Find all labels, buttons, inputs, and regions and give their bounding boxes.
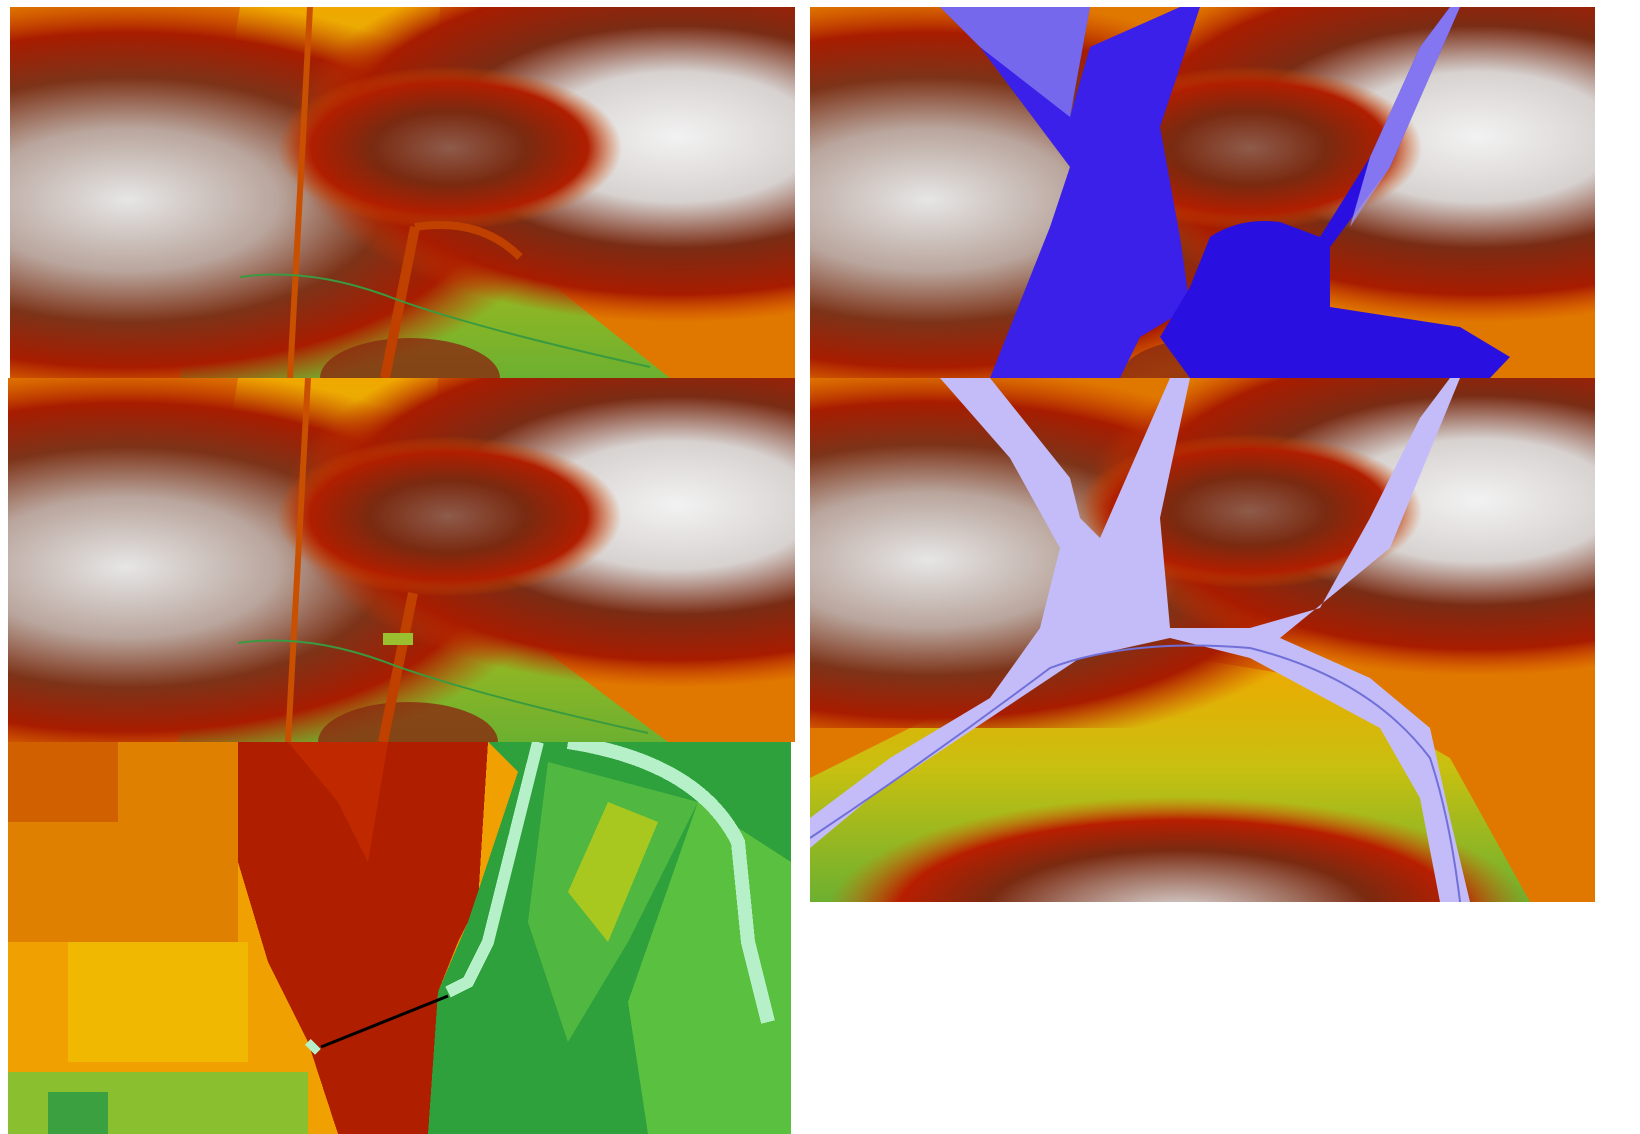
- dem-map-flood-extent: [810, 378, 1595, 902]
- levee-line: [287, 7, 313, 378]
- transect-line: [320, 994, 449, 1049]
- culvert-gap: [383, 633, 413, 645]
- stream-channel: [810, 644, 1461, 902]
- terrain-render: [810, 378, 1595, 902]
- ridge-block: [238, 742, 488, 1134]
- flood-extent-west: [940, 7, 1200, 378]
- river-bank: [445, 742, 544, 998]
- terrain-render: [8, 742, 791, 1134]
- dem-map-original: [10, 7, 795, 378]
- terrain-render: [8, 378, 795, 742]
- dem-map-zoom-detail: [8, 742, 791, 1134]
- terrain-render: [810, 7, 1595, 378]
- stream-channel: [239, 273, 651, 368]
- dem-map-modified: [8, 378, 795, 742]
- flood-extent-east: [1160, 7, 1510, 378]
- flood-extent: [810, 378, 1470, 902]
- dem-map-flood-depth: [810, 7, 1595, 378]
- stream-channel: [237, 639, 649, 734]
- embankment: [380, 226, 420, 378]
- terrain-render: [10, 7, 795, 378]
